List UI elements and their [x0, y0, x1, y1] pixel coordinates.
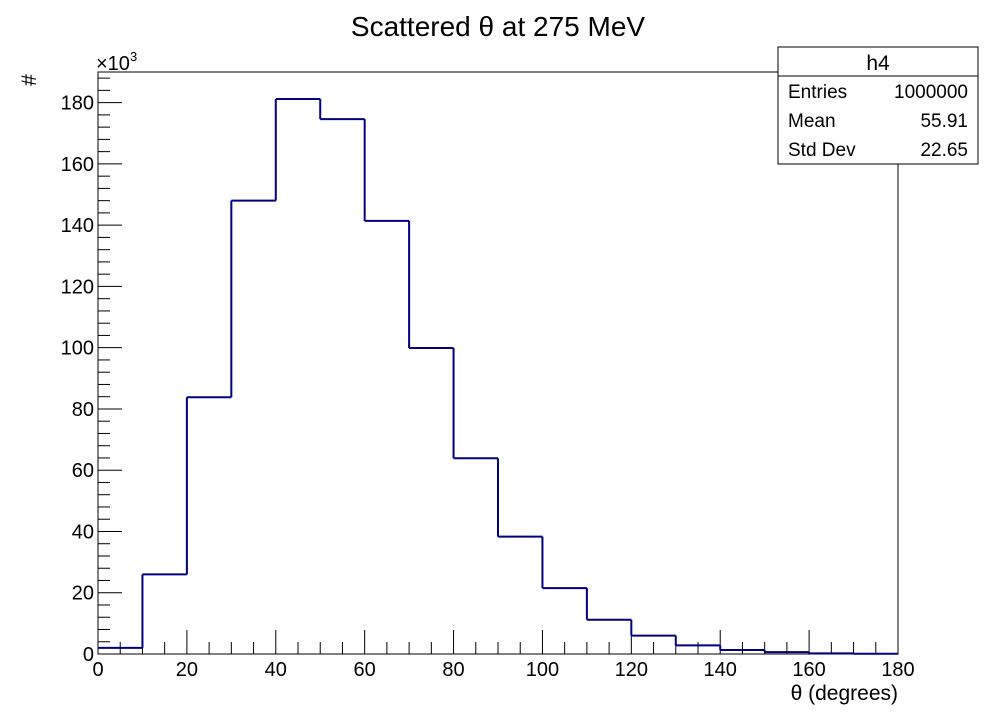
y-tick-label: 0 — [83, 644, 94, 666]
y-tick-label: 120 — [61, 276, 94, 298]
y-axis-multiplier-exponent: 3 — [130, 49, 137, 64]
chart-title: Scattered θ at 275 MeV — [351, 11, 646, 42]
x-tick-label: 0 — [92, 659, 103, 681]
x-tick-label: 20 — [176, 659, 198, 681]
y-tick-label: 180 — [61, 93, 94, 115]
y-axis-title: # — [18, 74, 41, 86]
histogram-series — [98, 97, 898, 655]
stats-box: h4 Entries 1000000 Mean 55.91 Std Dev 22… — [777, 46, 979, 165]
x-tick-label: 60 — [354, 659, 376, 681]
y-tick-label: 100 — [61, 338, 94, 360]
axis-tick-labels: 0 20 40 60 80 100 120 140 160 180 0 20 40 60 80 100 120 1… — [61, 93, 915, 681]
stats-mean-label: Mean — [788, 111, 836, 132]
x-tick-label: 80 — [442, 659, 464, 681]
x-tick-label: 120 — [615, 659, 648, 681]
axis-ticks — [97, 77, 899, 655]
y-axis-multiplier-base: ×10 — [96, 53, 130, 75]
x-tick-label: 40 — [265, 659, 287, 681]
stats-box-frame — [777, 46, 979, 165]
stats-stddev-label: Std Dev — [788, 140, 856, 161]
x-tick-label: 160 — [792, 659, 825, 681]
stats-entries-value: 1000000 — [894, 82, 968, 103]
x-tick-label: 140 — [704, 659, 737, 681]
stats-entries-label: Entries — [788, 82, 847, 103]
y-tick-label: 140 — [61, 215, 94, 237]
y-tick-label: 80 — [72, 399, 94, 421]
stats-mean-value: 55.91 — [920, 111, 968, 132]
stats-stddev-value: 22.65 — [920, 140, 968, 161]
y-tick-label: 20 — [72, 583, 94, 605]
stats-histogram-name: h4 — [866, 52, 890, 75]
y-axis-multiplier: ×103 — [96, 49, 137, 75]
y-tick-label: 160 — [61, 154, 94, 176]
x-tick-label: 180 — [881, 659, 914, 681]
x-axis-title: θ (degrees) — [791, 682, 898, 705]
y-tick-label: 60 — [72, 460, 94, 482]
x-tick-label: 100 — [526, 659, 559, 681]
y-tick-label: 40 — [72, 521, 94, 543]
